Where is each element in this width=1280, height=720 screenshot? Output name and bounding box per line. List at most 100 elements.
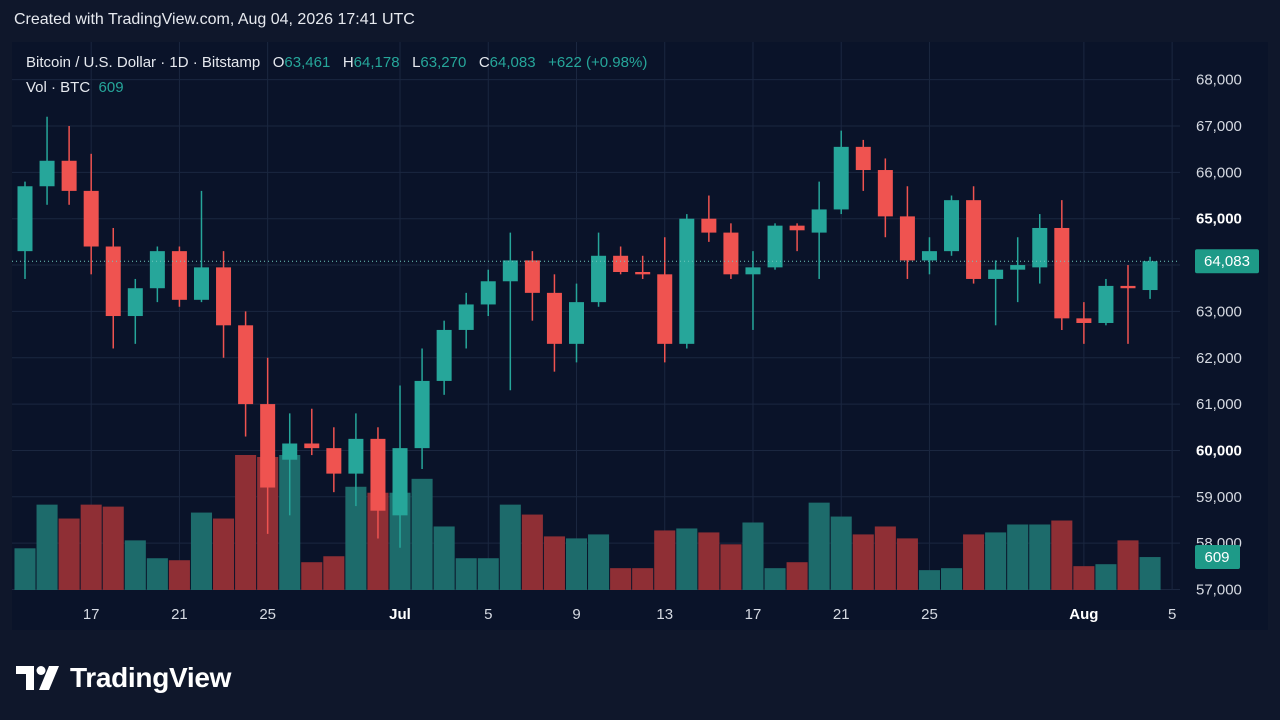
volume-bar[interactable] — [698, 532, 720, 590]
candle-body[interactable] — [723, 232, 739, 275]
candle-body[interactable] — [1142, 261, 1158, 291]
volume-bar[interactable] — [720, 544, 742, 590]
candle-body[interactable] — [105, 246, 121, 317]
candle-body[interactable] — [701, 218, 717, 233]
volume-bar[interactable] — [80, 504, 102, 590]
candle-body[interactable] — [899, 216, 915, 261]
volume-bar[interactable] — [940, 568, 963, 590]
candle-body[interactable] — [326, 448, 342, 474]
volume-bar[interactable] — [455, 558, 477, 590]
volume-bar[interactable] — [124, 540, 146, 590]
volume-bar[interactable] — [610, 568, 632, 590]
volume-bar[interactable] — [896, 538, 918, 590]
candle-body[interactable] — [502, 260, 518, 282]
candle-body[interactable] — [370, 438, 386, 511]
volume-bar[interactable] — [764, 568, 786, 590]
candlestick-chart[interactable]: 57,00058,00059,00060,00061,00062,00063,0… — [12, 42, 1268, 630]
candle-body[interactable] — [1120, 285, 1136, 289]
candle-body[interactable] — [260, 404, 276, 488]
volume-bar[interactable] — [190, 512, 213, 590]
candle-body[interactable] — [789, 225, 805, 231]
volume-label[interactable]: Vol · BTC — [26, 79, 91, 96]
candle-body[interactable] — [855, 146, 871, 171]
candle-body[interactable] — [966, 200, 982, 279]
candle-body[interactable] — [1054, 227, 1070, 319]
candle-body[interactable] — [17, 186, 33, 252]
volume-bar[interactable] — [367, 492, 389, 590]
candle-body[interactable] — [282, 443, 298, 460]
volume-bar[interactable] — [874, 526, 896, 590]
volume-bar[interactable] — [433, 526, 455, 590]
candle-body[interactable] — [767, 225, 783, 268]
volume-bar[interactable] — [235, 455, 257, 590]
volume-bar[interactable] — [654, 530, 676, 590]
volume-bar[interactable] — [1117, 540, 1139, 590]
candle-body[interactable] — [833, 146, 849, 210]
candle-body[interactable] — [1076, 318, 1092, 323]
volume-bar[interactable] — [1007, 524, 1029, 590]
candle-body[interactable] — [83, 190, 99, 247]
volume-bar[interactable] — [58, 518, 80, 590]
candle-body[interactable] — [238, 325, 254, 405]
candle-body[interactable] — [613, 255, 629, 273]
volume-bar[interactable] — [477, 558, 499, 590]
volume-bar[interactable] — [1073, 566, 1095, 590]
volume-bar[interactable] — [676, 528, 698, 590]
candle-body[interactable] — [127, 288, 143, 317]
volume-bar[interactable] — [301, 562, 323, 590]
candle-body[interactable] — [304, 443, 320, 449]
candle-body[interactable] — [1010, 265, 1026, 270]
volume-bar[interactable] — [345, 486, 367, 590]
volume-bar[interactable] — [411, 478, 433, 590]
candle-body[interactable] — [171, 251, 187, 300]
volume-bar[interactable] — [279, 455, 301, 590]
volume-bar[interactable] — [963, 534, 985, 590]
volume-bar[interactable] — [852, 534, 874, 590]
candle-body[interactable] — [591, 255, 607, 303]
candle-body[interactable] — [877, 170, 893, 217]
candle-body[interactable] — [392, 448, 408, 516]
candle-body[interactable] — [1098, 285, 1114, 323]
tradingview-brand[interactable]: TradingView — [16, 660, 231, 696]
volume-bar[interactable] — [146, 558, 168, 590]
candle-body[interactable] — [436, 329, 452, 381]
volume-bar[interactable] — [632, 568, 654, 590]
candle-body[interactable] — [149, 251, 165, 289]
volume-bar[interactable] — [786, 562, 808, 590]
candle-body[interactable] — [193, 267, 209, 300]
volume-bar[interactable] — [830, 516, 852, 590]
candle-body[interactable] — [546, 292, 562, 344]
volume-bar[interactable] — [102, 506, 124, 590]
volume-bar[interactable] — [1029, 524, 1051, 590]
candle-body[interactable] — [414, 380, 430, 449]
candle-body[interactable] — [657, 274, 673, 344]
candle-body[interactable] — [811, 209, 827, 233]
candle-body[interactable] — [635, 272, 651, 275]
volume-bar[interactable] — [588, 534, 610, 590]
volume-bar[interactable] — [1139, 557, 1161, 590]
volume-bar[interactable] — [213, 518, 235, 590]
candle-body[interactable] — [524, 260, 540, 293]
volume-bar[interactable] — [808, 502, 830, 590]
candle-body[interactable] — [458, 304, 474, 330]
candle-body[interactable] — [480, 281, 496, 305]
volume-bar[interactable] — [1095, 564, 1117, 590]
volume-bar[interactable] — [499, 504, 521, 590]
candle-body[interactable] — [988, 269, 1004, 279]
candle-body[interactable] — [348, 438, 364, 474]
chart-frame[interactable]: 57,000 58,000 59,000 60,000 61,000 62,000 63,0… — [12, 42, 1268, 630]
volume-bar[interactable] — [742, 522, 764, 591]
candle-body[interactable] — [679, 218, 695, 344]
volume-bar[interactable] — [323, 556, 345, 590]
candle-body[interactable] — [944, 200, 960, 252]
symbol-title[interactable]: Bitcoin / U.S. Dollar · 1D · Bitstamp — [26, 54, 261, 71]
volume-bar[interactable] — [168, 560, 190, 590]
candle-body[interactable] — [745, 267, 761, 275]
volume-bar[interactable] — [565, 538, 588, 590]
volume-bar[interactable] — [918, 570, 940, 590]
candle-body[interactable] — [216, 267, 232, 326]
candle-body[interactable] — [569, 302, 584, 344]
volume-bar[interactable] — [1051, 520, 1073, 590]
volume-bar[interactable] — [543, 536, 565, 590]
volume-bar[interactable] — [985, 532, 1007, 590]
